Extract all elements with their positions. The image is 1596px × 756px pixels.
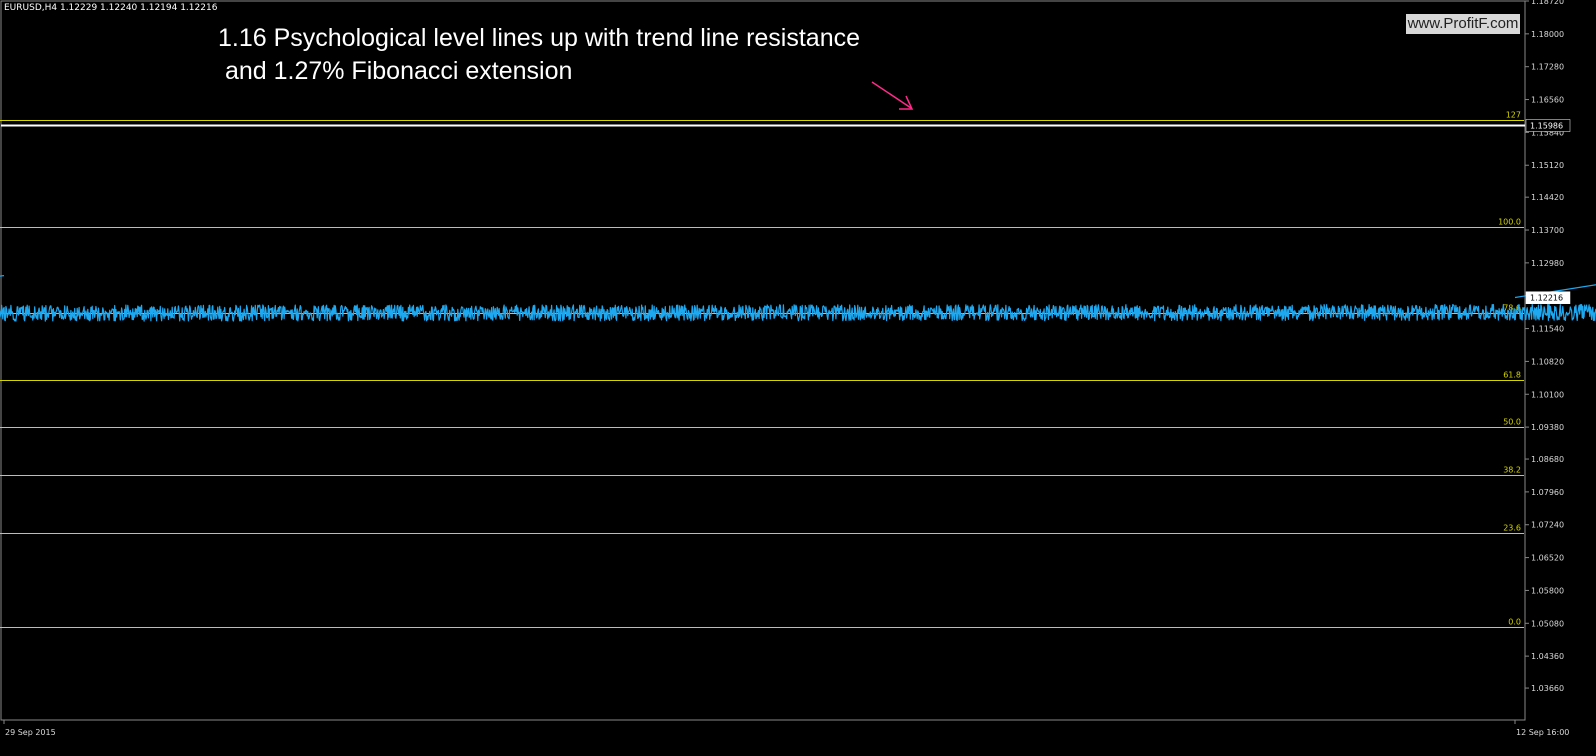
chart-frame [0,0,1526,721]
y-tick-label: 1.07240 [1531,521,1564,530]
y-tick-label: 1.18720 [1531,0,1564,6]
fib-level-label: 23.6 [1503,524,1521,533]
y-tick-label: 1.10820 [1531,357,1564,366]
y-tick-label: 1.08680 [1531,455,1564,464]
annotation-line-1: 1.16 Psychological level lines up with t… [218,24,861,52]
chart-annotation: 1.16 Psychological level lines up with t… [218,22,978,88]
y-tick-label: 1.07960 [1531,488,1564,497]
resistance-price-label: 1.15986 [1530,122,1563,131]
fib-level-label: 0.0 [1508,618,1521,627]
y-tick-label: 1.14420 [1531,193,1564,202]
y-tick-label: 1.05800 [1531,586,1564,595]
y-tick-label: 1.15840 [1531,128,1564,137]
y-tick-label: 1.05080 [1531,619,1564,628]
y-tick-label: 1.13700 [1531,226,1564,235]
watermark-logo: www.ProfitF.com [1406,14,1520,34]
current-price-label: 1.12216 [1530,294,1563,303]
fib-level-label: 38.2 [1503,466,1521,475]
arrow-icon [871,81,914,110]
time-axis[interactable]: 29 Sep 201513 Oct 08:0027 Oct 16:0011 No… [0,720,1569,737]
x-tick-label: 29 Sep 2015 [5,728,56,737]
symbol-label: EURUSD,H4 1.12229 1.12240 1.12194 1.1221… [4,3,218,13]
y-tick-label: 1.11540 [1531,325,1564,334]
y-tick-label: 1.12980 [1531,259,1564,268]
y-tick-label: 1.03660 [1531,684,1564,693]
y-tick-label: 1.09380 [1531,423,1564,432]
fib-level-label: 61.8 [1503,371,1521,380]
y-tick-label: 1.10100 [1531,390,1564,399]
fib-level-label: 127 [1506,111,1521,120]
current-price-box [1525,291,1571,304]
y-tick-label: 1.16560 [1531,96,1564,105]
fib-level-label: 50.0 [1503,418,1521,427]
annotation-line-2: and 1.27% Fibonacci extension [218,57,573,85]
y-tick-label: 1.17280 [1531,63,1564,72]
x-tick-label: 12 Sep 16:00 [1516,728,1569,737]
y-tick-label: 1.18000 [1531,30,1564,39]
y-tick-label: 1.15120 [1531,161,1564,170]
fib-level-label: 100.0 [1498,218,1521,227]
price-markers: 1.15986 1.12216 [1525,119,1571,304]
y-tick-label: 1.04360 [1531,652,1564,661]
resistance-price-box [1525,119,1571,132]
y-tick-label: 1.06520 [1531,554,1564,563]
